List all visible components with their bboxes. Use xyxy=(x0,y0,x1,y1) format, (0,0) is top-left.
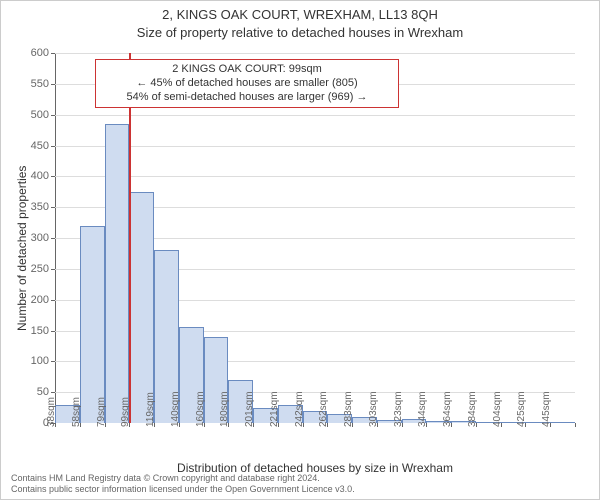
info-box: 2 KINGS OAK COURT: 99sqm← 45% of detache… xyxy=(95,59,399,108)
chart-area: 05010015020025030035040045050055060038sq… xyxy=(55,53,575,423)
gridline xyxy=(55,53,575,54)
xtick-label: 79sqm xyxy=(96,425,107,427)
xtick-label: 38sqm xyxy=(46,425,57,427)
xtick-label: 99sqm xyxy=(120,425,131,427)
ytick-label: 500 xyxy=(31,109,55,121)
xtick-label: 58sqm xyxy=(71,425,82,427)
ytick-label: 250 xyxy=(31,263,55,275)
xtick-label: 283sqm xyxy=(343,425,354,427)
xtick-label: 404sqm xyxy=(492,425,503,427)
xtick-label: 262sqm xyxy=(318,425,329,427)
figure-root: 2, KINGS OAK COURT, WREXHAM, LL13 8QH Si… xyxy=(0,0,600,500)
footnote-line-1: Contains HM Land Registry data © Crown c… xyxy=(11,473,355,484)
ytick-label: 150 xyxy=(31,325,55,337)
xtick-label: 323sqm xyxy=(393,425,404,427)
xtick-label: 384sqm xyxy=(467,425,478,427)
xtick-label: 344sqm xyxy=(417,425,428,427)
xtick-label: 201sqm xyxy=(244,425,255,427)
xtick-label: 445sqm xyxy=(541,425,552,427)
xtick-label: 221sqm xyxy=(269,425,280,427)
gridline xyxy=(55,146,575,147)
xtick-label: 140sqm xyxy=(170,425,181,427)
marker-line xyxy=(129,53,131,423)
xtick-label: 303sqm xyxy=(368,425,379,427)
gridline xyxy=(55,176,575,177)
ytick-label: 300 xyxy=(31,232,55,244)
xtick-label: 425sqm xyxy=(516,425,527,427)
plot-region: 05010015020025030035040045050055060038sq… xyxy=(55,53,575,423)
figure-subtitle: Size of property relative to detached ho… xyxy=(1,25,599,41)
xtick-label: 242sqm xyxy=(294,425,305,427)
histogram-bar xyxy=(129,192,154,423)
ytick-label: 100 xyxy=(31,355,55,367)
xtick-label: 160sqm xyxy=(195,425,206,427)
xtick-mark xyxy=(575,423,576,427)
ytick-label: 350 xyxy=(31,201,55,213)
info-box-line: 2 KINGS OAK COURT: 99sqm xyxy=(102,63,392,77)
ytick-label: 550 xyxy=(31,78,55,90)
histogram-bar xyxy=(550,422,575,423)
histogram-bar xyxy=(105,124,130,423)
info-box-line: ← 45% of detached houses are smaller (80… xyxy=(102,77,392,91)
xtick-label: 180sqm xyxy=(219,425,230,427)
y-axis-title: Number of detached properties xyxy=(15,166,29,331)
footnote-line-2: Contains public sector information licen… xyxy=(11,484,355,495)
gridline xyxy=(55,115,575,116)
histogram-bar xyxy=(80,226,105,423)
figure-title: 2, KINGS OAK COURT, WREXHAM, LL13 8QH xyxy=(1,7,599,23)
xtick-label: 119sqm xyxy=(145,425,156,427)
ytick-label: 200 xyxy=(31,294,55,306)
ytick-label: 400 xyxy=(31,170,55,182)
info-box-line: 54% of semi-detached houses are larger (… xyxy=(102,91,392,105)
footnote: Contains HM Land Registry data © Crown c… xyxy=(11,473,355,495)
xtick-label: 364sqm xyxy=(442,425,453,427)
ytick-label: 600 xyxy=(31,47,55,59)
ytick-label: 450 xyxy=(31,140,55,152)
